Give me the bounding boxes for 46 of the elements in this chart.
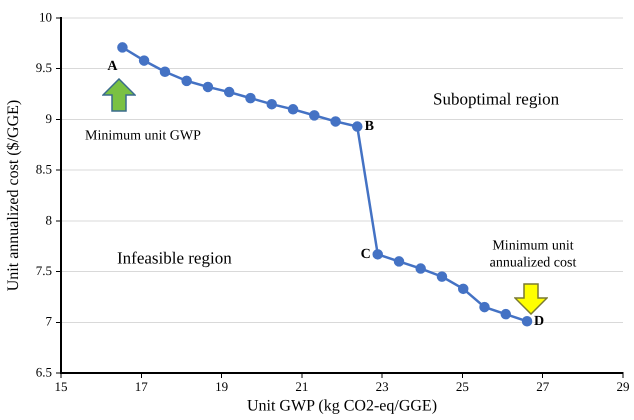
y-axis-title: Unit annualized cost ($/GGE) bbox=[4, 100, 22, 292]
annotation: Suboptimal region bbox=[433, 89, 560, 108]
point bbox=[266, 98, 277, 110]
point bbox=[500, 308, 512, 320]
annotation: Minimum unit GWP bbox=[85, 128, 202, 144]
x-tick-label: 23 bbox=[376, 379, 389, 394]
y-tick-label: 7 bbox=[46, 314, 52, 329]
point bbox=[181, 76, 192, 86]
annotation: D bbox=[534, 314, 544, 329]
x-tick-label: 27 bbox=[536, 379, 550, 394]
point bbox=[245, 92, 256, 104]
point bbox=[160, 66, 170, 78]
annotation: A bbox=[107, 59, 118, 74]
point bbox=[352, 121, 363, 132]
point bbox=[138, 55, 150, 66]
y-tick-label: 6.5 bbox=[36, 364, 52, 380]
x-tick-label: 17 bbox=[134, 379, 148, 394]
y-tick-label: 10 bbox=[39, 9, 52, 24]
annotation: B bbox=[364, 119, 374, 134]
point bbox=[224, 86, 234, 98]
point bbox=[479, 302, 490, 312]
point bbox=[202, 82, 214, 92]
x-tick-label: 21 bbox=[295, 379, 308, 394]
point bbox=[522, 316, 532, 327]
x-axis-title: Unit GWP (kg CO2-eq/GGE) bbox=[246, 398, 438, 415]
point bbox=[458, 284, 468, 294]
x-tick-label: 15 bbox=[54, 379, 68, 394]
annotation: C bbox=[360, 246, 371, 262]
annotation: Minimum unit annualized cost bbox=[490, 238, 576, 271]
y-tick-label: 7.5 bbox=[36, 262, 52, 278]
x-tick-label: 19 bbox=[215, 379, 228, 394]
point bbox=[288, 104, 298, 115]
point bbox=[436, 271, 448, 282]
y-tick-label: 8.5 bbox=[36, 162, 52, 177]
x-tick-label: 29 bbox=[616, 379, 630, 394]
point bbox=[372, 249, 383, 260]
point bbox=[330, 116, 341, 127]
y-tick-label: 9.5 bbox=[36, 60, 52, 76]
point bbox=[117, 42, 128, 53]
x-tick-label: 25 bbox=[456, 379, 469, 394]
point bbox=[309, 110, 320, 121]
y-tick-label: 8 bbox=[46, 212, 52, 228]
point bbox=[415, 263, 426, 274]
point bbox=[394, 256, 404, 267]
annotation: Infeasible region bbox=[117, 248, 232, 268]
y-tick-label: 9 bbox=[46, 110, 52, 126]
